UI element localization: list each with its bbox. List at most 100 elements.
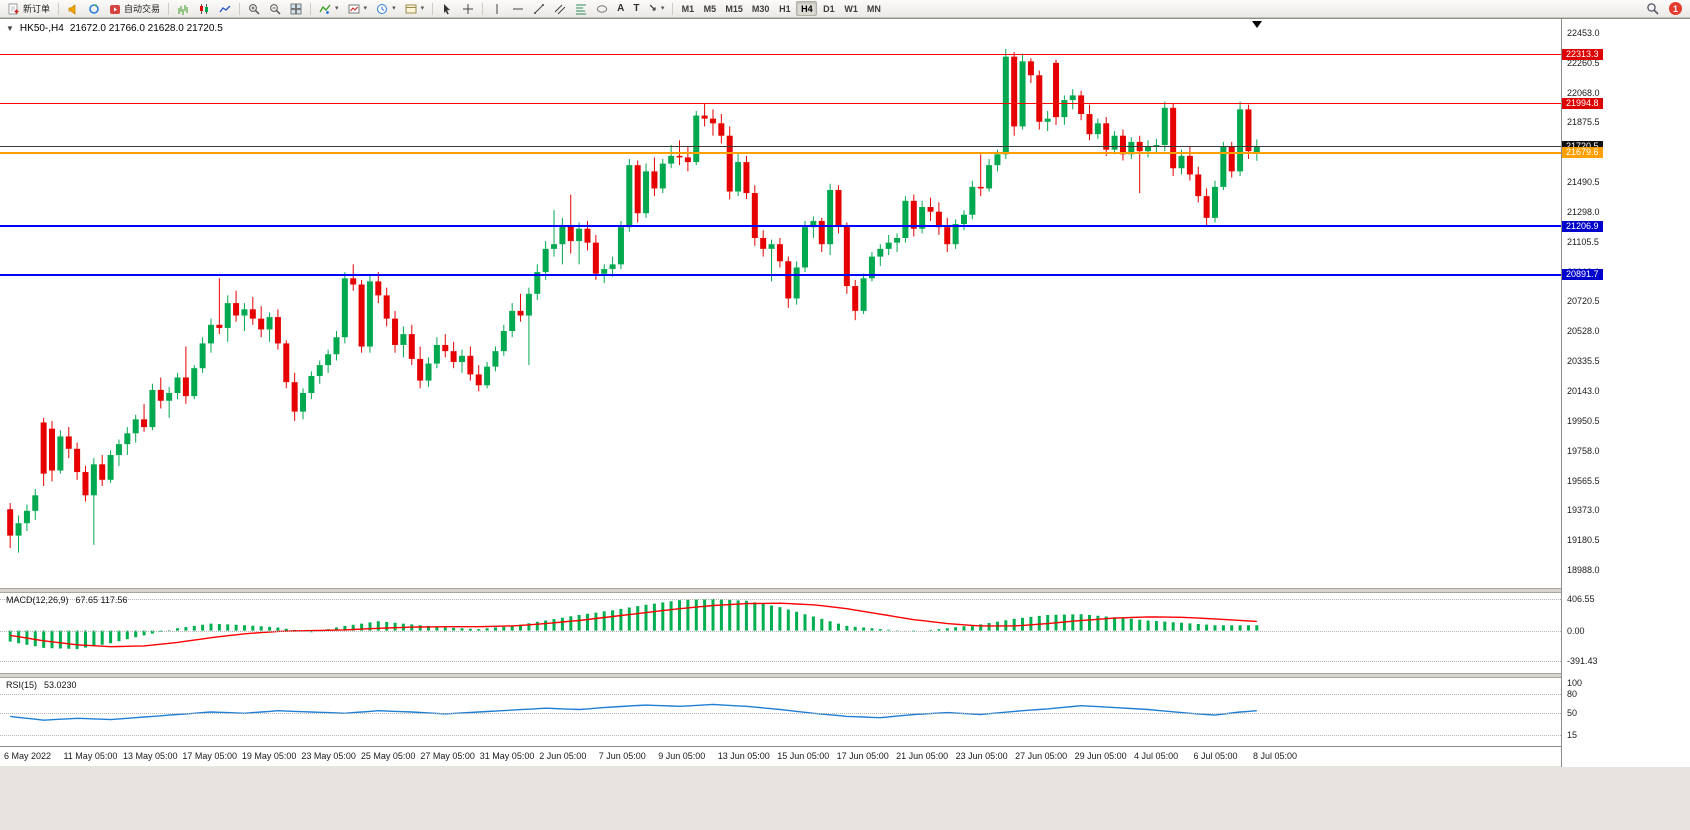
candle [894,238,901,243]
candle [1145,146,1152,152]
candle [1211,186,1218,218]
toolbar-separator [58,2,60,15]
candle [442,344,449,352]
candle [149,389,156,428]
candle [1036,75,1043,122]
refresh-button[interactable] [84,1,104,16]
candle [316,365,323,376]
candle [709,118,716,124]
clock-icon [376,3,388,15]
crosshair-button[interactable] [458,1,478,16]
new-order-button[interactable]: 新订单 [4,1,54,16]
candle [969,186,976,215]
zoom-in-button[interactable] [244,1,264,16]
time-axis[interactable]: 6 May 2022 11 May 05:00 13 May 05:00 17 May… [0,746,1561,767]
shapes-button[interactable] [592,1,612,16]
price-axis[interactable]: 22453.022260.522068.021875.521683.021490… [1561,19,1690,767]
zoom-in-icon [248,3,260,15]
candle [726,135,733,192]
time-label: 4 Jul 05:00 [1134,751,1179,761]
horizontal-level-line[interactable] [0,103,1561,105]
rsi-axis-label: 100 [1567,678,1583,688]
rsi-pane[interactable]: RSI(15) 53.0230 [0,678,1561,746]
candle [132,419,139,434]
candle [910,200,917,229]
candle [1119,135,1126,155]
time-label: 21 Jun 05:00 [896,751,949,761]
search-button[interactable] [1642,1,1663,16]
text-label-button[interactable]: T [629,1,643,16]
vertical-line-button[interactable] [487,1,507,16]
candle [1002,56,1009,155]
megaphone-icon [67,3,79,15]
timeframe-w1[interactable]: W1 [844,3,858,14]
dropdown-caret: ▾ [392,5,396,12]
toolbar-separator [672,2,674,15]
timeframe-m1[interactable]: M1 [681,3,695,14]
horizontal-line-button[interactable] [508,1,528,16]
arrows-button[interactable]: ↘ ▾ [644,1,668,16]
toolbar: 新订单 自动交易 [0,0,1690,18]
timeframe-m5[interactable]: M5 [703,3,717,14]
channel-button[interactable] [550,1,570,16]
rsi-line [10,703,1257,721]
horizontal-level-line[interactable] [0,145,1561,147]
alerts-button[interactable] [63,1,83,16]
timeframe-h1[interactable]: H1 [779,3,791,14]
pane-divider[interactable] [0,588,1690,593]
templates-button[interactable]: ▾ [401,1,429,16]
rsi-value: 53.0230 [44,680,77,690]
zoom-out-button[interactable] [265,1,285,16]
timeframe-m30[interactable]: M30 [751,3,770,14]
new-chart-button[interactable]: ▾ [344,1,372,16]
candle [1128,141,1135,155]
trendline-button[interactable] [529,1,549,16]
candle [417,358,424,381]
horizontal-level-line[interactable] [0,225,1561,228]
fibonacci-icon [575,3,587,15]
line-chart-button[interactable] [215,1,235,16]
timeframe-m15[interactable]: M15 [725,3,743,14]
autotrading-icon [109,3,121,15]
autotrading-button[interactable]: 自动交易 [105,1,164,16]
candle [1161,107,1168,146]
candle [1186,155,1193,175]
notification-badge[interactable]: 1 [1669,2,1682,15]
price-badge: 21720.5 [1562,140,1603,152]
fibonacci-button[interactable] [571,1,591,16]
horizontal-level-line[interactable] [0,273,1561,276]
periods-button[interactable]: ▾ [372,1,400,16]
chart-shift-marker[interactable] [1252,21,1262,28]
timeframe-mn[interactable]: MN [866,3,881,14]
indicators-button[interactable]: ▾ [315,1,343,16]
main-chart-pane[interactable]: ▼ HK50-,H4 21672.0 21766.0 21628.0 21720… [0,19,1561,588]
bar-chart-button[interactable] [173,1,193,16]
horizontal-level-line[interactable] [0,54,1561,56]
cursor-button[interactable] [437,1,457,16]
tile-windows-button[interactable] [286,1,306,16]
horizontal-level-line[interactable] [0,151,1561,154]
candle [525,293,532,316]
rsi-level-line [0,712,1561,714]
macd-pane[interactable]: MACD(12,26,9) 67.65 117.56 [0,593,1561,673]
timeframe-d1[interactable]: D1 [823,3,835,14]
candle [1178,155,1185,169]
dropdown-caret: ▾ [420,5,425,12]
candlestick-chart-button[interactable] [194,1,214,16]
candle [23,510,30,524]
timeframe-h4[interactable]: H4 [796,1,818,16]
price-axis-label: 21875.5 [1567,117,1600,128]
candle [860,278,867,311]
text-button[interactable]: A [613,1,628,16]
candle [249,309,256,319]
candle [743,162,750,194]
channel-icon [554,3,566,15]
candle [1228,146,1235,172]
candle [124,433,131,445]
candle [751,193,758,239]
candle [182,377,189,397]
pane-divider[interactable] [0,673,1690,678]
candle [676,155,683,158]
candle [191,368,198,397]
one-click-trading-arrow[interactable]: ▼ [6,24,14,33]
